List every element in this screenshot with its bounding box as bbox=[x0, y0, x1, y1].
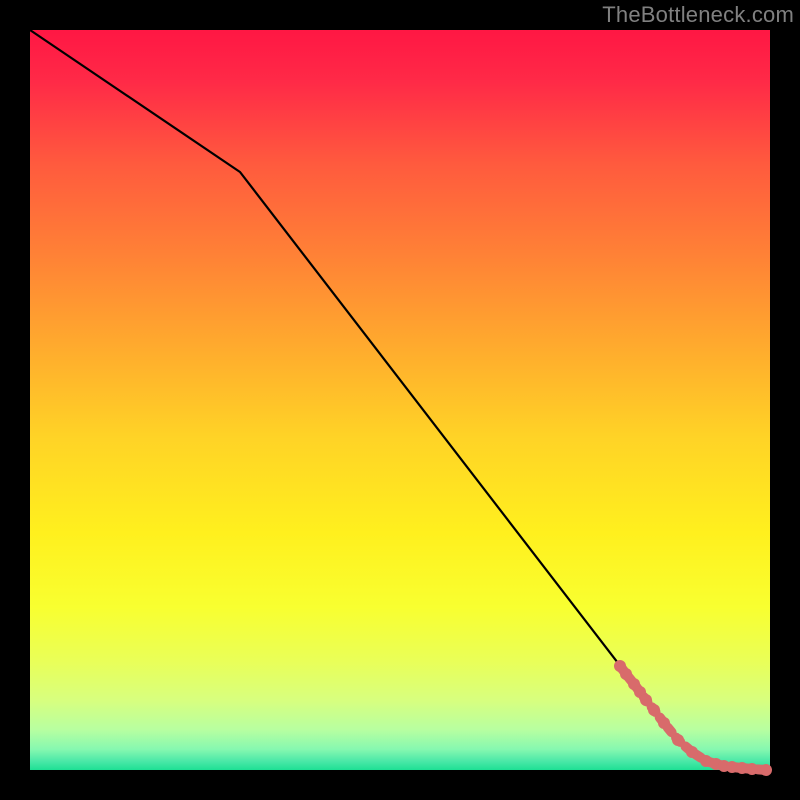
data-marker bbox=[686, 746, 698, 758]
watermark-text: TheBottleneck.com bbox=[602, 0, 800, 28]
data-marker bbox=[658, 717, 670, 729]
data-marker bbox=[640, 694, 652, 706]
data-marker bbox=[648, 704, 660, 716]
data-marker bbox=[672, 734, 684, 746]
data-marker bbox=[760, 764, 772, 776]
bottleneck-chart bbox=[0, 0, 800, 800]
data-marker bbox=[746, 763, 758, 775]
data-marker bbox=[620, 668, 632, 680]
plot-background bbox=[30, 30, 770, 770]
chart-stage: TheBottleneck.com bbox=[0, 0, 800, 800]
